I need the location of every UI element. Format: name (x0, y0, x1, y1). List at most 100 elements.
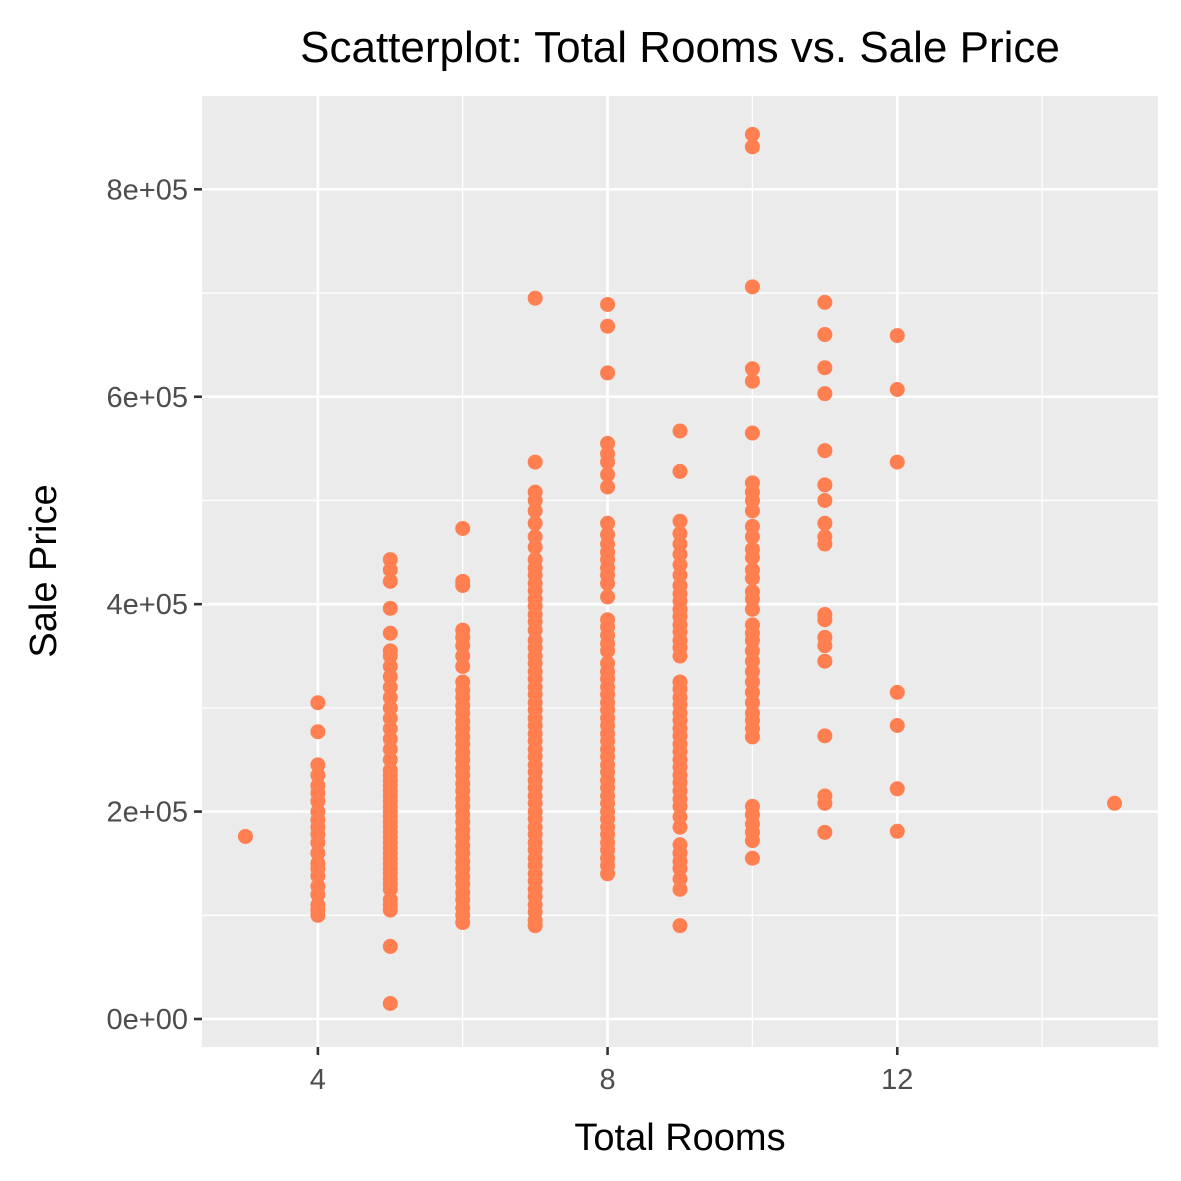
data-point (817, 653, 833, 669)
data-point (382, 600, 398, 616)
data-point (889, 684, 905, 700)
data-point (817, 327, 833, 343)
data-point (237, 828, 253, 844)
data-point (310, 855, 326, 871)
data-point (672, 674, 688, 690)
data-point (817, 788, 833, 804)
data-point (382, 752, 398, 768)
data-point (744, 139, 760, 155)
data-point (744, 643, 760, 659)
x-tick-label: 8 (600, 1064, 616, 1096)
data-point (382, 938, 398, 954)
data-point (744, 684, 760, 700)
data-point (672, 423, 688, 439)
y-tick-label: 6e+05 (107, 382, 188, 414)
data-point (382, 679, 398, 695)
data-point (744, 653, 760, 669)
data-point (817, 360, 833, 376)
data-point (382, 892, 398, 908)
data-point (527, 484, 543, 500)
data-point (382, 625, 398, 641)
data-point (600, 479, 616, 495)
data-point (310, 778, 326, 794)
data-point (744, 361, 760, 377)
data-point (672, 513, 688, 529)
data-point (889, 718, 905, 734)
data-point (672, 871, 688, 887)
data-point (600, 527, 616, 543)
data-point (310, 878, 326, 894)
data-point (382, 562, 398, 578)
y-tick-label: 4e+05 (107, 589, 188, 621)
data-point (382, 658, 398, 674)
data-point (382, 741, 398, 757)
data-point (310, 804, 326, 820)
data-point (817, 477, 833, 493)
data-point (382, 995, 398, 1011)
data-point (744, 373, 760, 389)
data-point (600, 589, 616, 605)
data-point (889, 454, 905, 470)
data-point (744, 601, 760, 617)
data-point (672, 526, 688, 542)
data-point (744, 705, 760, 721)
data-point (600, 612, 616, 628)
data-point (527, 632, 543, 648)
data-point (744, 562, 760, 578)
data-point (382, 762, 398, 778)
data-point (600, 515, 616, 531)
data-point (744, 518, 760, 534)
grid-lines (202, 96, 1158, 1047)
data-point (817, 386, 833, 402)
y-axis-title: Sale Price (23, 484, 65, 657)
data-point (889, 823, 905, 839)
data-point (817, 728, 833, 744)
data-point (817, 607, 833, 623)
chart-title: Scatterplot: Total Rooms vs. Sale Price (300, 23, 1060, 72)
data-point (672, 837, 688, 853)
data-point (600, 435, 616, 451)
data-point (382, 669, 398, 685)
data-point (382, 721, 398, 737)
x-tick-label: 12 (881, 1064, 913, 1096)
y-tick-label: 8e+05 (107, 174, 188, 206)
data-point (310, 767, 326, 783)
data-point (889, 381, 905, 397)
data-point (744, 695, 760, 711)
data-point (382, 710, 398, 726)
data-point (672, 567, 688, 583)
data-point (744, 475, 760, 491)
x-tick-label: 4 (310, 1064, 326, 1096)
data-point (382, 700, 398, 716)
data-point (310, 724, 326, 740)
data-points (237, 126, 1123, 1011)
data-point (600, 655, 616, 671)
data-point (672, 819, 688, 835)
y-tick-label: 0e+00 (107, 1004, 188, 1036)
data-point (382, 690, 398, 706)
axes: 4 8 12 0e+00 2e+05 4e+05 6e+05 8e+05 (107, 174, 914, 1096)
data-point (817, 824, 833, 840)
data-point (672, 546, 688, 562)
data-point (817, 294, 833, 310)
data-point (744, 617, 760, 633)
data-point (744, 126, 760, 142)
data-point (455, 648, 471, 664)
data-point (889, 781, 905, 797)
data-point (527, 552, 543, 568)
data-point (310, 695, 326, 711)
data-point (382, 552, 398, 568)
data-point (817, 629, 833, 645)
data-point (817, 492, 833, 508)
data-point (744, 584, 760, 600)
data-point (310, 897, 326, 913)
data-point (382, 573, 398, 589)
data-point (672, 578, 688, 594)
data-point (672, 881, 688, 897)
data-point (455, 622, 471, 638)
data-point (744, 425, 760, 441)
data-point (672, 536, 688, 552)
data-point (744, 798, 760, 814)
data-point (744, 850, 760, 866)
